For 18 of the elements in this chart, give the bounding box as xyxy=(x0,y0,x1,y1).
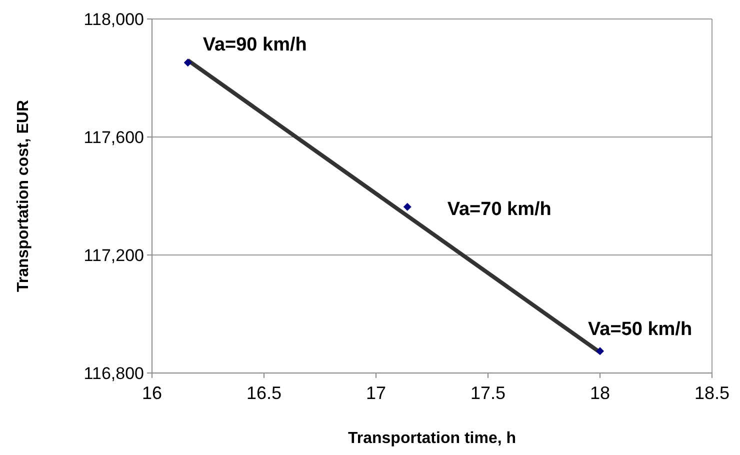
y-tick-label: 118,000 xyxy=(84,10,144,29)
x-tick-label: 16 xyxy=(142,383,162,403)
y-tick-label: 117,600 xyxy=(84,128,144,147)
y-tick-label: 117,200 xyxy=(84,246,144,265)
annotation: Va=50 km/h xyxy=(588,319,692,340)
annotation: Va=70 km/h xyxy=(447,198,552,220)
annotation: Va=90 km/h xyxy=(202,34,307,56)
point xyxy=(596,347,604,356)
y-tick-label: 116,800 xyxy=(84,364,144,383)
y-axis-title: Transportation cost, EUR xyxy=(15,100,32,292)
x-tick-label: 16.5 xyxy=(246,383,282,403)
point xyxy=(403,202,412,211)
x-tick-label: 18 xyxy=(590,383,610,403)
x-tick-label: 18.5 xyxy=(694,383,730,403)
x-axis-title: Transportation time, h xyxy=(348,430,516,447)
x-tick-label: 17.5 xyxy=(470,383,506,403)
x-tick-label: 17 xyxy=(366,383,386,403)
point xyxy=(184,58,192,67)
